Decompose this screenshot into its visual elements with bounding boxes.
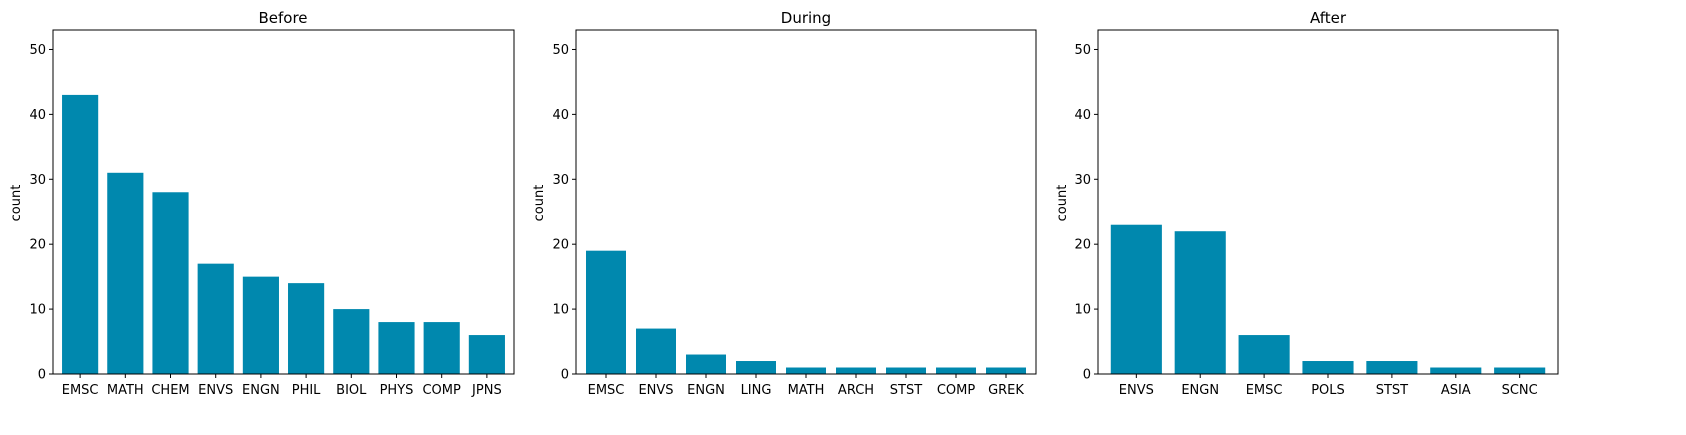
x-tick-label: GREK [988, 383, 1024, 398]
chart-title: During [781, 9, 831, 27]
y-tick-label: 10 [29, 303, 46, 318]
chart-title: After [1310, 9, 1347, 27]
y-axis-label: count [9, 185, 24, 222]
bar [62, 94, 99, 374]
x-tick-label: EMSC [588, 383, 625, 398]
x-tick-label: BIOL [336, 383, 367, 398]
bar [423, 322, 460, 374]
y-tick-label: 0 [38, 368, 46, 383]
bar [107, 172, 144, 374]
x-tick-label: LING [741, 383, 772, 398]
x-tick-label: POLS [1311, 383, 1345, 398]
x-tick-label: ARCH [838, 383, 874, 398]
y-tick-label: 20 [552, 238, 569, 253]
bar [1430, 367, 1482, 374]
axes-frame [1097, 29, 1559, 375]
bar [636, 328, 676, 374]
x-tick-label: CHEM [151, 383, 189, 398]
bar [986, 367, 1026, 374]
x-tick-label: ENVS [1119, 383, 1154, 398]
bar [197, 263, 234, 374]
x-tick-label: STST [890, 383, 922, 398]
x-tick-label: PHYS [380, 383, 414, 398]
x-tick-label: MATH [107, 383, 144, 398]
axes-frame [52, 29, 515, 375]
chart-title: Before [258, 9, 307, 27]
y-tick-label: 10 [1074, 303, 1091, 318]
plot-area: 0 10 20 30 40 50 EMSC MATH CHEM ENVS ENGN PHIL BIOL P… [29, 29, 515, 398]
bar [786, 367, 826, 374]
y-tick-label: 0 [561, 368, 569, 383]
y-tick-label: 50 [29, 43, 46, 58]
y-tick-label: 20 [29, 238, 46, 253]
bar [1174, 231, 1226, 374]
x-tick-label: COMP [937, 383, 976, 398]
y-tick-label: 50 [552, 43, 569, 58]
x-tick-label: ENGN [242, 383, 280, 398]
x-tick-label: ENVS [638, 383, 673, 398]
y-tick-label: 50 [1074, 43, 1091, 58]
y-tick-label: 30 [1074, 173, 1091, 188]
bar [468, 335, 505, 374]
x-tick-label: ENVS [198, 383, 233, 398]
x-tick-label: ASIA [1441, 383, 1471, 398]
bar [333, 309, 370, 374]
bar [378, 322, 415, 374]
bar [288, 283, 325, 374]
bar [1238, 335, 1290, 374]
bar [242, 276, 279, 374]
y-tick-label: 40 [29, 108, 46, 123]
bar [1110, 224, 1162, 374]
x-tick-label: EMSC [1246, 383, 1283, 398]
x-tick-label: JPNS [471, 383, 502, 398]
bar [836, 367, 876, 374]
x-tick-label: ENGN [687, 383, 725, 398]
bar [936, 367, 976, 374]
x-tick-label: ENGN [1181, 383, 1219, 398]
chart-during: During count 0 10 20 30 40 50 EMSC ENVS ENGN LING… [532, 9, 1037, 398]
bar [1302, 361, 1354, 374]
x-tick-label: EMSC [62, 383, 99, 398]
axes-frame [575, 29, 1037, 375]
y-tick-label: 30 [29, 173, 46, 188]
bar [586, 250, 626, 374]
y-tick-label: 40 [1074, 108, 1091, 123]
x-tick-label: SCNC [1502, 383, 1538, 398]
chart-before: Before count 0 10 20 30 40 50 EMSC MATH CHEM ENVS… [9, 9, 515, 398]
y-axis-label: count [1055, 185, 1070, 222]
bar [686, 354, 726, 374]
plot-area: 0 10 20 30 40 50 EMSC ENVS ENGN LING MATH ARCH STST C… [552, 29, 1037, 398]
x-tick-label: STST [1376, 383, 1408, 398]
bar [1366, 361, 1418, 374]
x-tick-label: MATH [788, 383, 825, 398]
x-tick-label: COMP [422, 383, 461, 398]
y-tick-label: 10 [552, 303, 569, 318]
chart-after: After count 0 10 20 30 40 50 ENVS ENGN EMSC POLS S… [1055, 9, 1559, 398]
y-tick-label: 0 [1083, 368, 1091, 383]
bar [886, 367, 926, 374]
y-tick-label: 20 [1074, 238, 1091, 253]
bar [736, 361, 776, 374]
bar [1494, 367, 1546, 374]
plot-area: 0 10 20 30 40 50 ENVS ENGN EMSC POLS STST ASIA SCNC [1074, 29, 1559, 398]
y-axis-label: count [532, 185, 547, 222]
y-tick-label: 30 [552, 173, 569, 188]
bar [152, 192, 189, 374]
x-tick-label: PHIL [292, 383, 321, 398]
y-tick-label: 40 [552, 108, 569, 123]
